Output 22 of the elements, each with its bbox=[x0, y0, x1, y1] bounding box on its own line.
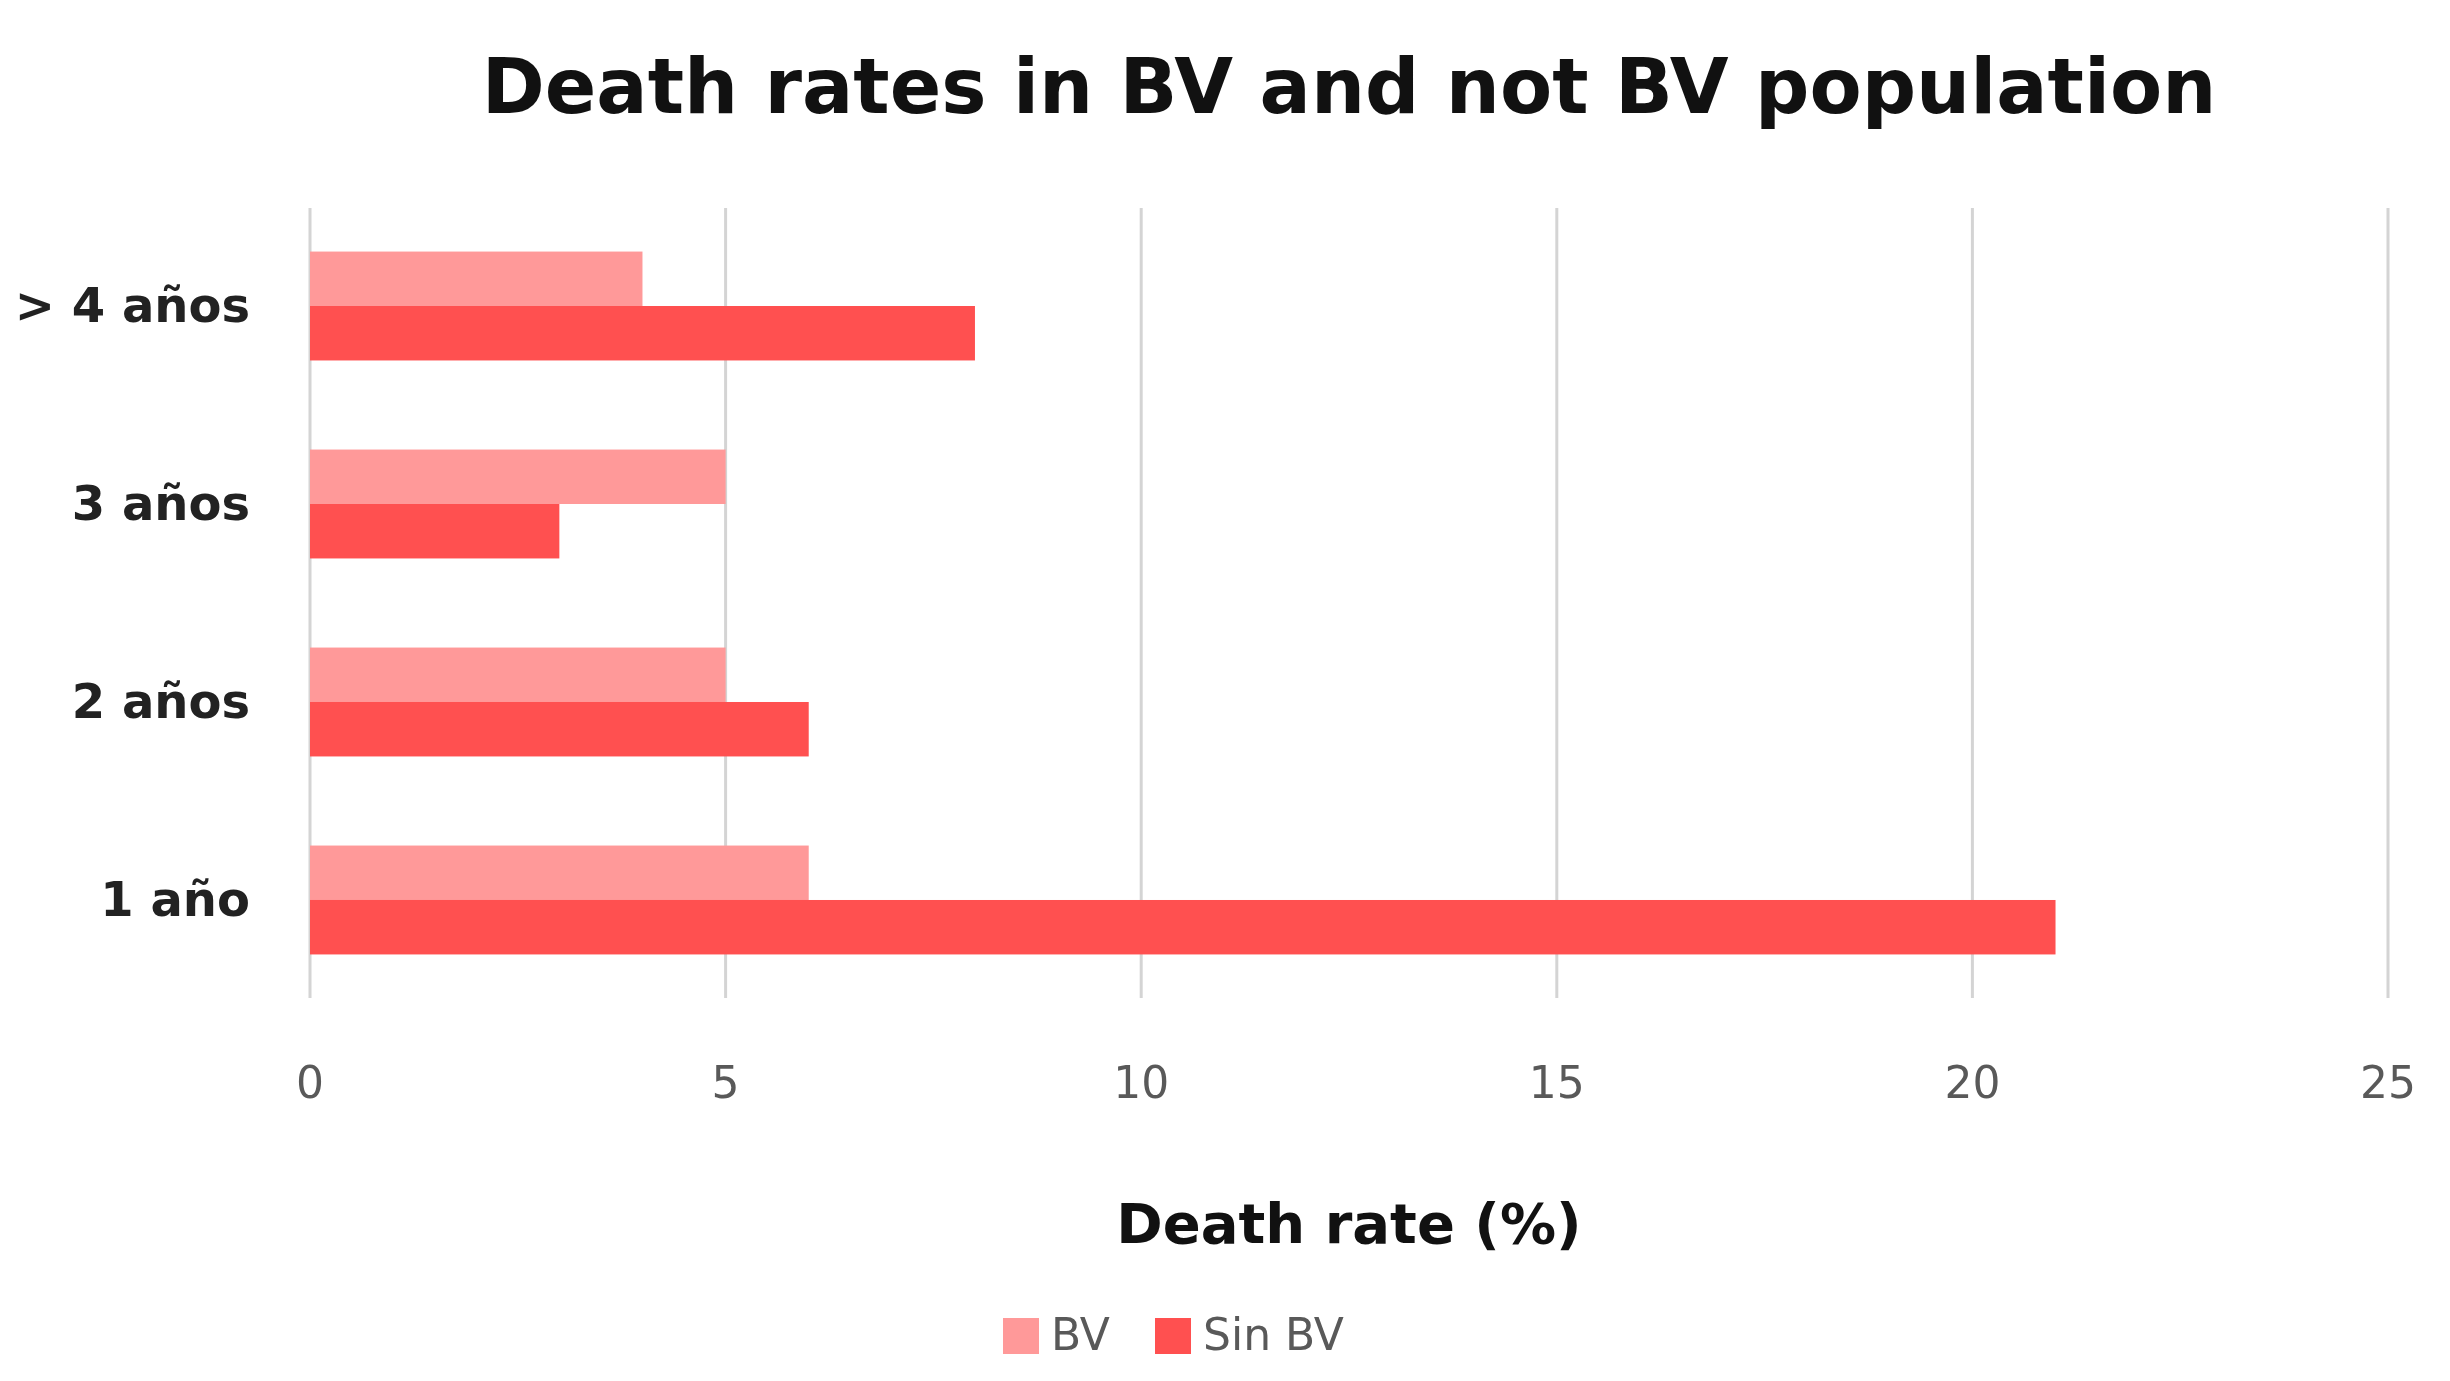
bar bbox=[310, 702, 809, 757]
bar bbox=[310, 845, 809, 900]
bar bbox=[310, 306, 975, 361]
y-tick-label: 2 años bbox=[71, 673, 250, 729]
legend-label: Sin BV bbox=[1203, 1309, 1344, 1360]
x-axis-title: Death rate (%) bbox=[1116, 1191, 1582, 1256]
x-tick-label: 10 bbox=[1113, 1057, 1170, 1108]
bar bbox=[310, 647, 726, 702]
x-tick-label: 0 bbox=[296, 1057, 324, 1108]
bar bbox=[310, 449, 726, 504]
x-tick-label: 5 bbox=[711, 1057, 740, 1108]
bar bbox=[310, 251, 643, 307]
chart-title: Death rates in BV and not BV population bbox=[481, 42, 2217, 131]
x-tick-label: 20 bbox=[1944, 1057, 2001, 1108]
bar bbox=[310, 504, 560, 559]
bar bbox=[310, 899, 2056, 955]
y-tick-label: > 4 años bbox=[14, 277, 250, 334]
y-tick-label: 3 años bbox=[71, 475, 250, 531]
x-tick-label: 25 bbox=[2360, 1057, 2416, 1108]
legend-label: BV bbox=[1051, 1309, 1110, 1360]
x-tick-label: 15 bbox=[1528, 1057, 1585, 1108]
y-tick-label: 1 año bbox=[100, 870, 250, 927]
